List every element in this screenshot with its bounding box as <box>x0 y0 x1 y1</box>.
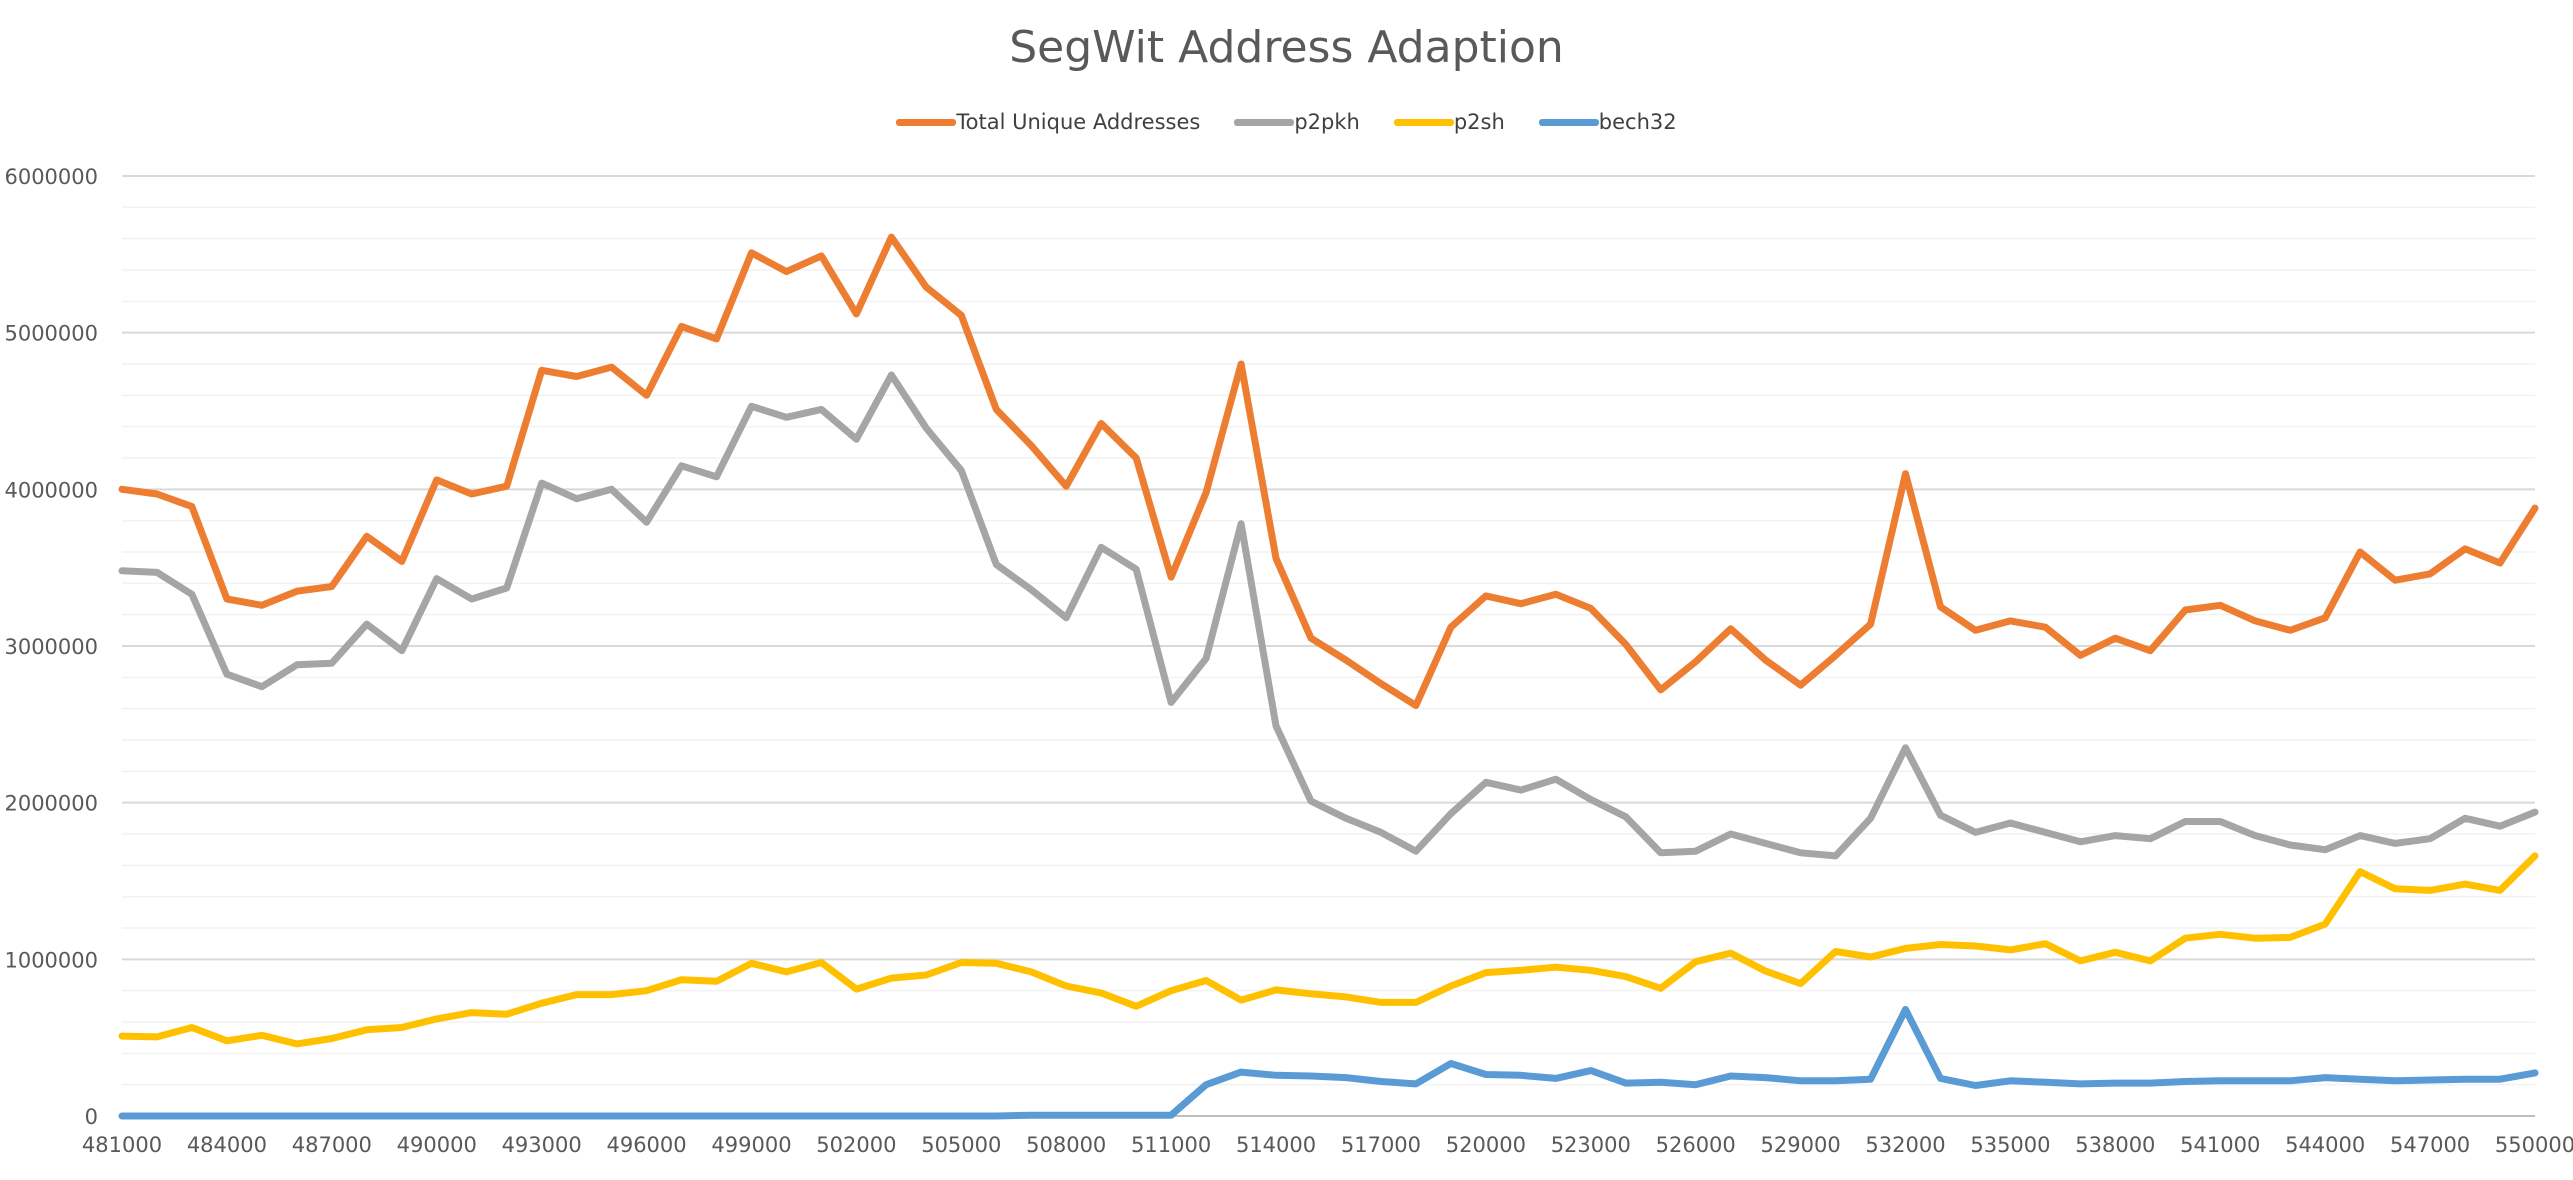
y-tick-label: 1000000 <box>4 948 98 972</box>
legend-swatch <box>1538 118 1599 126</box>
x-tick-label: 505000 <box>921 1133 1001 1157</box>
series-line-bech32 <box>118 1006 2539 1120</box>
x-tick-label: 529000 <box>1761 1133 1841 1157</box>
x-tick-label: 511000 <box>1131 1133 1211 1157</box>
x-tick-label: 550000 <box>2495 1133 2573 1157</box>
x-tick-label: 493000 <box>502 1133 582 1157</box>
legend: Total Unique Addresses p2pkh p2sh bech32 <box>0 110 2573 134</box>
chart-title: SegWit Address Adaption <box>1009 22 1564 73</box>
x-tick-label: 547000 <box>2390 1133 2470 1157</box>
y-tick-label: 2000000 <box>4 792 98 816</box>
series-line-total-unique-addresses <box>118 233 2539 709</box>
x-tick-label: 502000 <box>816 1133 896 1157</box>
legend-label: p2sh <box>1453 110 1505 134</box>
legend-label: p2pkh <box>1294 110 1360 134</box>
legend-item: Total Unique Addresses <box>896 110 1200 134</box>
x-tick-label: 517000 <box>1341 1133 1421 1157</box>
legend-label: Total Unique Addresses <box>956 110 1201 134</box>
x-tick-label: 544000 <box>2285 1133 2365 1157</box>
legend-swatch <box>1393 118 1454 126</box>
legend-item: bech32 <box>1538 110 1677 134</box>
x-tick-label: 487000 <box>292 1133 372 1157</box>
series-line-p2pkh <box>118 371 2539 860</box>
x-tick-label: 532000 <box>1865 1133 1945 1157</box>
y-tick-label: 3000000 <box>4 635 98 659</box>
x-tick-label: 538000 <box>2075 1133 2155 1157</box>
legend-swatch <box>1234 118 1295 126</box>
x-tick-label: 481000 <box>82 1133 162 1157</box>
legend-item: p2sh <box>1393 110 1505 134</box>
x-tick-label: 496000 <box>606 1133 686 1157</box>
legend-item: p2pkh <box>1234 110 1360 134</box>
x-tick-label: 514000 <box>1236 1133 1316 1157</box>
legend-label: bech32 <box>1598 110 1677 134</box>
y-tick-label: 4000000 <box>4 478 98 502</box>
x-tick-label: 499000 <box>711 1133 791 1157</box>
x-tick-label: 508000 <box>1026 1133 1106 1157</box>
series-line-p2sh <box>118 852 2539 1048</box>
x-tick-label: 541000 <box>2180 1133 2260 1157</box>
x-tick-label: 484000 <box>187 1133 267 1157</box>
x-tick-label: 526000 <box>1656 1133 1736 1157</box>
x-tick-label: 520000 <box>1446 1133 1526 1157</box>
x-tick-label: 490000 <box>397 1133 477 1157</box>
x-tick-label: 535000 <box>1970 1133 2050 1157</box>
y-tick-label: 5000000 <box>4 322 98 346</box>
legend-swatch <box>896 118 957 126</box>
x-tick-label: 523000 <box>1551 1133 1631 1157</box>
y-tick-label: 6000000 <box>4 165 98 189</box>
y-tick-label: 0 <box>85 1105 98 1129</box>
